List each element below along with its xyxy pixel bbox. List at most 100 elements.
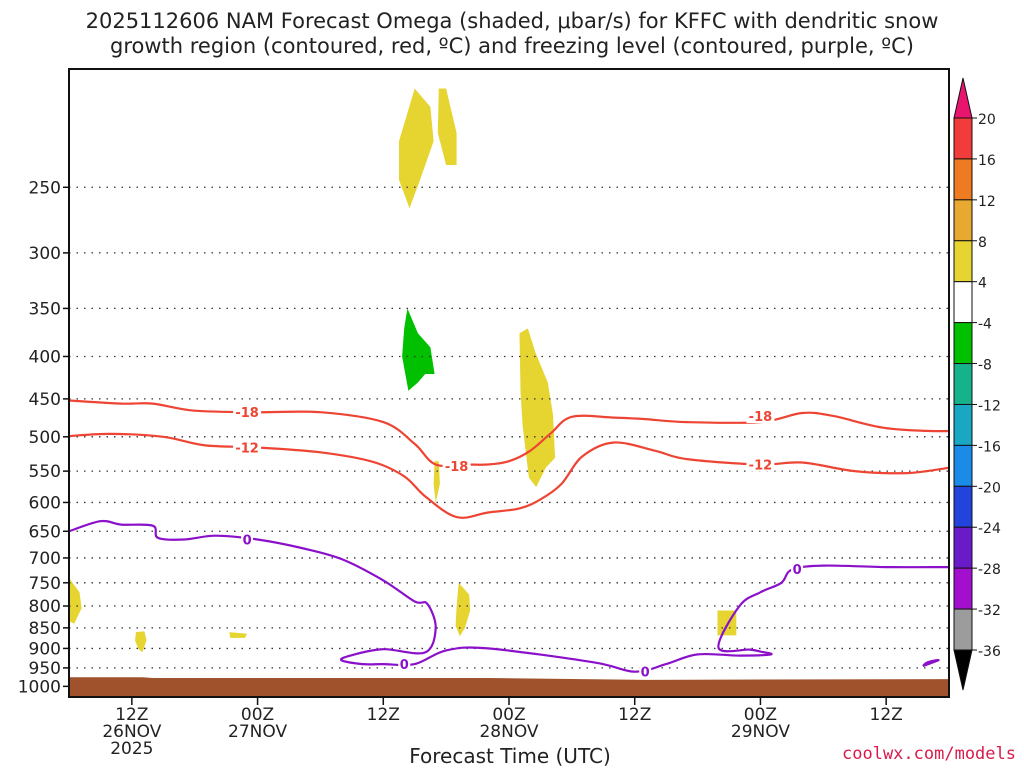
x-axis-title: Forecast Time (UTC) [409,744,611,768]
contour-label: -12 [235,441,259,456]
y-tick-label: 600 [29,493,61,513]
colorbar-swatch [953,240,973,283]
omega-pos-low-2 [135,631,147,653]
x-tick-date: 28NOV [479,722,538,742]
colorbar: 20 16 12 8 4 -4 -8 -12 -16 -20 -24 -28 -32 -36 [953,77,1001,691]
contour-layer: -18 -18 -18 -12 -12 0 0 0 0 [69,399,949,681]
omega-pos-low-4 [455,582,471,637]
colorbar-label: -24 [978,521,1001,537]
colorbar-label: 8 [978,235,987,251]
y-tick-label: 750 [29,574,61,594]
colorbar-label: -8 [978,358,992,374]
x-tick-date: 29NOV [731,722,790,742]
x-tick-label: 00Z [241,705,274,725]
colorbar-swatch [953,158,973,201]
chart-title-line-2: growth region (contoured, red, ºC) and f… [110,34,914,58]
x-tick-date: 26NOV [102,722,161,742]
contour-label: -18 [235,406,259,421]
colorbar-swatch [953,363,973,405]
x-tick-date: 27NOV [228,722,287,742]
credit-link[interactable]: coolwx.com/models [842,744,1016,764]
y-tick-label: 300 [29,244,61,264]
contour-label: -12 [749,459,773,474]
omega-pos-upper-1 [399,88,434,209]
y-tick-label: 550 [29,462,61,482]
contour-label-bg [791,562,804,577]
x-tick-label: 12Z [618,705,651,725]
colorbar-swatch [953,526,973,569]
colorbar-label: -32 [978,603,1001,619]
colorbar-label: -4 [978,317,992,333]
y-tick-label: 900 [29,639,61,659]
colorbar-bottom-arrow [953,649,973,691]
colorbar-label: 12 [978,194,996,210]
y-tick-label: 250 [29,178,61,198]
colorbar-label: 16 [978,153,996,169]
colorbar-swatch [953,567,973,610]
y-tick-label: 350 [29,299,61,319]
contour-label: 0 [793,563,802,578]
contour-label: -18 [749,410,773,425]
y-tick-label: 1000 [18,677,61,697]
colorbar-swatch [953,322,973,365]
terrain [69,677,949,697]
omega-pos-low-3 [229,632,248,638]
colorbar-swatch [953,485,973,528]
colorbar-label: -28 [978,562,1001,578]
y-tick-label: 500 [29,428,61,448]
y-tick-label: 850 [29,619,61,639]
colorbar-swatch [953,281,973,324]
contour-dgz-18 [69,399,949,468]
x-tick-label: 12Z [115,705,148,725]
omega-pos-upper-2 [437,88,457,165]
contour-label-bg [442,458,471,473]
colorbar-label: -20 [978,480,1001,496]
x-tick-year: 2025 [110,739,153,759]
contour-label-bg [746,457,775,472]
x-tick-label: 12Z [870,705,903,725]
colorbar-label: 4 [978,276,987,292]
colorbar-top-arrow [953,77,973,119]
colorbar-label: 20 [978,112,996,128]
colorbar-swatch [953,444,973,487]
colorbar-swatch [953,199,973,242]
contour-label-bg [233,405,262,420]
plot-frame [68,68,950,698]
y-axis: 2503003504004505005506006507007508008509… [18,178,69,697]
colorbar-label: -12 [978,398,1001,414]
omega-shading-layer [69,88,737,653]
contour-label-bg [746,409,775,424]
terrain-layer [69,677,949,697]
omega-pos-mid [519,328,556,488]
x-tick-label: 12Z [367,705,400,725]
y-tick-label: 700 [29,549,61,569]
contour-label-bg [241,532,254,547]
contour-label: 0 [641,666,650,681]
omega-neg-400 [402,308,435,391]
y-tick-label: 650 [29,522,61,542]
contour-label-bg [398,657,411,672]
x-tick-label: 00Z [492,705,525,725]
chart-title-line-1: 2025112606 NAM Forecast Omega (shaded, μ… [85,9,939,33]
y-tick-label: 400 [29,347,61,367]
pressure-gridlines [69,186,949,688]
contour-freezing-0-small [922,658,940,668]
contour-label: 0 [243,533,252,548]
contour-label: -18 [445,460,469,475]
contour-dgz-12 [69,432,949,519]
omega-pos-low-left [69,578,82,624]
contour-freezing-0 [69,519,949,673]
colorbar-label: -16 [978,439,1001,455]
contour-label-bg [639,664,652,679]
x-tick-label: 00Z [744,705,777,725]
colorbar-swatch [953,403,973,446]
omega-pos-narrow [433,461,440,503]
colorbar-swatch [953,608,973,651]
contour-label: 0 [400,658,409,673]
y-tick-label: 450 [29,390,61,410]
colorbar-swatch [953,117,973,160]
contour-label-bg [233,440,262,455]
y-tick-label: 950 [29,659,61,679]
